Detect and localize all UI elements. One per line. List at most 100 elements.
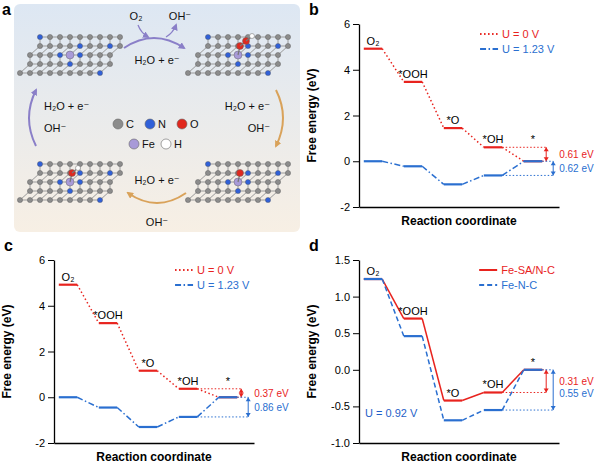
atom: [77, 61, 82, 66]
atom: [47, 161, 52, 166]
y-tick-mark: [48, 443, 54, 444]
atom: [67, 70, 72, 75]
atom: [245, 161, 250, 166]
y-tick: 6: [344, 18, 359, 30]
atom: [27, 70, 32, 75]
species-label: OH⁻: [169, 10, 192, 22]
atom: [255, 197, 260, 202]
legend-swatch: [480, 33, 498, 35]
atom: [87, 43, 92, 48]
guide-line: [502, 147, 546, 148]
y-tick-label: -0.5: [331, 400, 350, 412]
y-tick-label: 0: [344, 155, 350, 167]
y-tick-mark: [48, 306, 54, 307]
atom: [265, 43, 270, 48]
x-axis-line: [55, 443, 255, 444]
y-tick-mark: [353, 443, 359, 444]
atom: [225, 161, 230, 166]
atom: [77, 179, 82, 184]
atom: [245, 170, 250, 175]
category-label: O₂: [62, 271, 75, 283]
species-label: H₂O + e⁻: [44, 100, 89, 112]
atom: [185, 70, 190, 75]
atom: [245, 188, 250, 193]
y-tick: 0: [344, 155, 359, 167]
guide-line: [502, 175, 553, 176]
level: [484, 391, 502, 393]
atom: [265, 70, 270, 75]
atom: [67, 61, 72, 66]
y-tick-label: -2: [35, 437, 45, 449]
level: [364, 278, 382, 280]
atom: [57, 188, 62, 193]
atom: [37, 197, 42, 202]
level: [484, 409, 502, 411]
y-tick-label: 6: [39, 254, 45, 266]
category-label: *OOH: [398, 305, 427, 317]
atom: [255, 70, 260, 75]
level: [139, 426, 157, 428]
atom: [275, 161, 280, 166]
atom: [77, 52, 82, 57]
panel-letter: d: [309, 237, 319, 254]
y-tick-label: 0.0: [335, 364, 350, 376]
atom: [87, 70, 92, 75]
level: [364, 278, 382, 280]
atom: [225, 34, 230, 39]
guide-line: [542, 369, 553, 370]
atom: [255, 179, 260, 184]
level: [484, 146, 502, 148]
atom: [37, 161, 42, 166]
atom: [107, 161, 112, 166]
atom: [275, 61, 280, 66]
atom: [47, 61, 52, 66]
atom: [57, 161, 62, 166]
atom: [47, 52, 52, 57]
guide-line: [237, 397, 248, 398]
guide-line: [197, 416, 248, 417]
category-label: *: [226, 375, 231, 387]
x-axis-title: Reaction coordinate: [401, 450, 517, 464]
y-tick: -1.0: [331, 437, 359, 449]
connector: [462, 392, 484, 400]
y-tick: 4: [344, 64, 359, 76]
y-tick: 1.0: [335, 291, 359, 303]
x-axis: [360, 207, 560, 208]
y-tick-mark: [48, 260, 54, 261]
atom: [107, 34, 112, 39]
y-tick-label: 0.5: [335, 327, 350, 339]
category-label: *OOH: [398, 68, 427, 80]
category-label: O₂: [367, 35, 380, 47]
x-axis-title: Reaction coordinate: [96, 450, 212, 464]
catalyst-model: [17, 34, 122, 75]
legend: U = 0 VU = 1.23 V: [480, 28, 555, 55]
atom: [77, 43, 82, 48]
gap-arrow-head: [239, 389, 244, 393]
y-axis: -20246: [35, 254, 54, 449]
atom: [225, 179, 230, 184]
connector: [77, 397, 99, 407]
level: [219, 396, 237, 398]
gap-arrow-head: [246, 397, 251, 401]
atom: [47, 170, 52, 175]
y-tick-label: -2: [340, 201, 350, 213]
connector: [117, 408, 139, 427]
level: [219, 396, 237, 398]
legend-swatch: [479, 284, 497, 286]
atom: [265, 161, 270, 166]
level: [364, 160, 382, 162]
atom: [255, 43, 260, 48]
atom: [205, 188, 210, 193]
atom: [255, 161, 260, 166]
y-tick-mark: [48, 352, 54, 353]
atom: [27, 52, 32, 57]
gap-arrow-head: [551, 171, 556, 175]
atom: [57, 43, 62, 48]
atom: [275, 179, 280, 184]
atom: [47, 34, 52, 39]
legend-label: Fe-N-C: [501, 279, 537, 291]
atom: [215, 52, 220, 57]
atom: [235, 70, 240, 75]
legend: Fe-SA/N-CFe-N-C: [479, 264, 555, 291]
gap-label: 0.61 eV: [559, 149, 594, 160]
